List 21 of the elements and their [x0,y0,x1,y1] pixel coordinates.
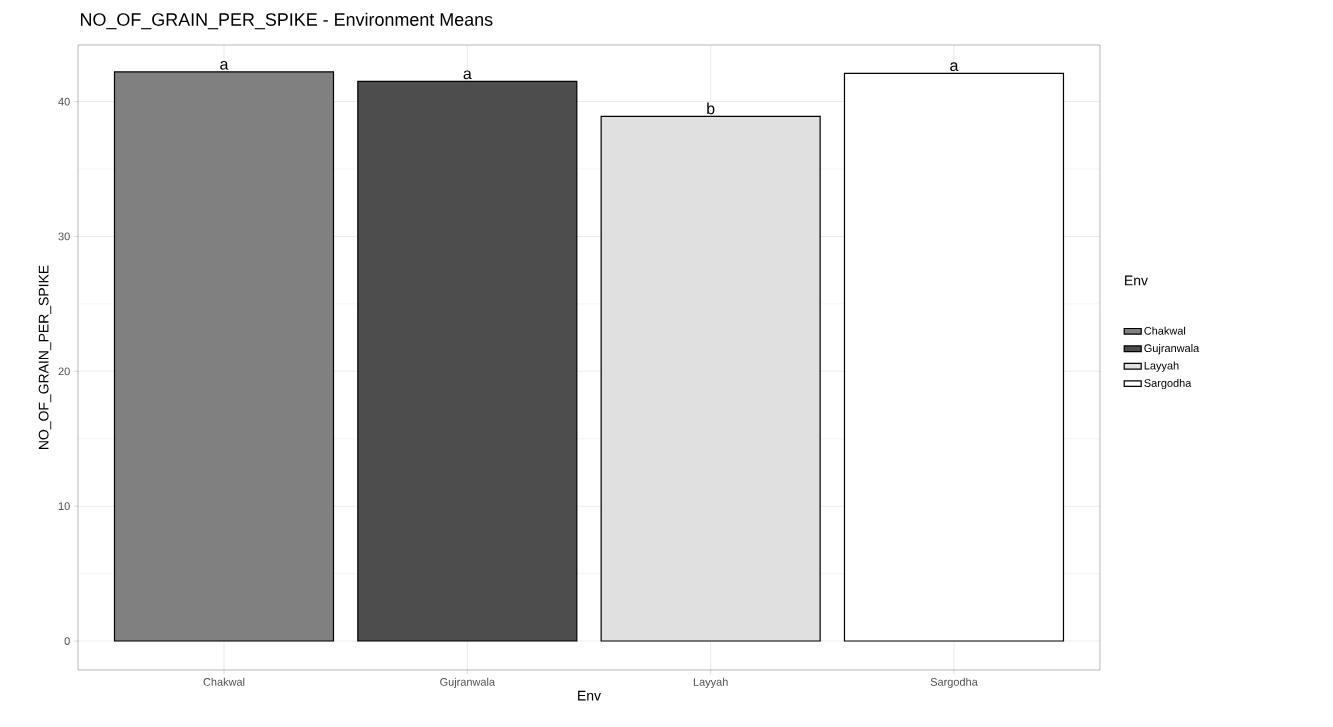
x-tick-label: Sargodha [930,677,978,688]
annotation: b [707,102,715,115]
y-tick-label: 0 [64,637,70,645]
y-tick-label: 20 [58,367,70,376]
legend-label: Gujranwala [1144,344,1200,355]
y-axis-title: NO_OF_GRAIN_PER_SPIKE [38,265,52,449]
x-axis-title: Env [578,690,601,701]
legend-title: Env [1125,275,1148,286]
x-tick-label: Chakwal [203,677,245,686]
y-tick-label: 40 [58,97,70,106]
annotation: a [220,61,229,70]
annotation: a [950,62,959,72]
chart-title: NO_OF_GRAIN_PER_SPIKE - Environment Means [80,12,493,30]
legend-label: Chakwal [1144,326,1186,335]
legend-label: Sargodha [1144,378,1192,390]
y-tick-label: 10 [58,502,70,511]
x-tick-label: Layyah [693,677,728,688]
legend-label: Layyah [1144,361,1179,372]
x-tick-label: Gujranwala [440,677,496,688]
annotation: a [463,70,472,80]
y-tick-label: 30 [58,232,70,241]
